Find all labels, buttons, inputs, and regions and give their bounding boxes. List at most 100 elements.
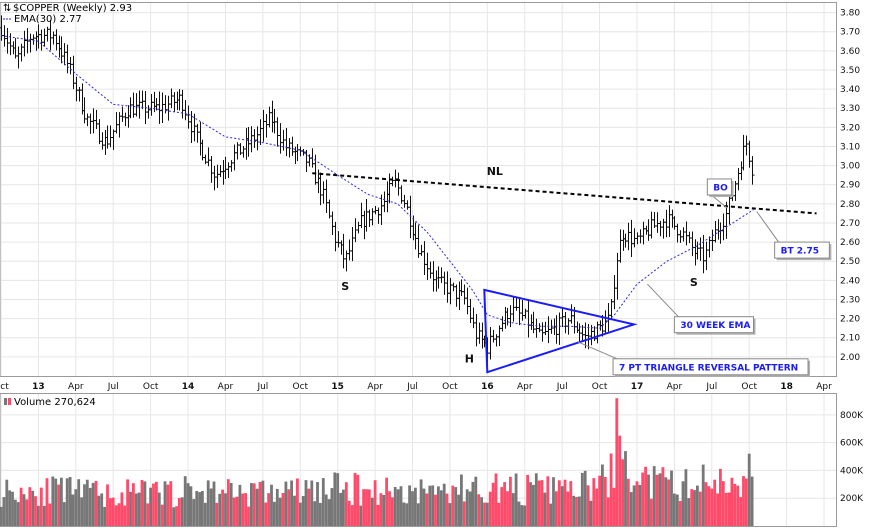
volume-bar bbox=[350, 505, 354, 526]
volume-bar bbox=[273, 501, 276, 526]
volume-bar bbox=[342, 489, 345, 526]
callout-pointer bbox=[756, 211, 780, 243]
volume-bar bbox=[14, 499, 17, 526]
volume-bar bbox=[370, 497, 374, 526]
callout-text: 30 WEEK EMA bbox=[680, 321, 750, 331]
volume-bar bbox=[439, 490, 443, 526]
volume-bar bbox=[226, 479, 230, 526]
price-y-tick-label: 2.20 bbox=[840, 315, 860, 325]
volume-bar bbox=[465, 489, 469, 526]
volume-bar bbox=[506, 491, 509, 526]
volume-bar bbox=[221, 489, 224, 526]
volume-bar bbox=[298, 502, 302, 526]
volume-bar bbox=[178, 498, 181, 526]
volume-bar bbox=[54, 478, 58, 526]
volume-bar bbox=[140, 480, 144, 526]
callout: 7 PT TRIANGLE REVERSAL PATTERN bbox=[576, 341, 811, 377]
price-legend: ⇅ $COPPER (Weekly) 2.93 EMA(30) 2.77 bbox=[3, 3, 132, 25]
volume-bar bbox=[399, 486, 403, 526]
volume-bar bbox=[270, 484, 273, 526]
volume-bar bbox=[667, 479, 670, 526]
volume-bar bbox=[68, 477, 72, 526]
callout-box bbox=[706, 178, 733, 196]
volume-bar bbox=[152, 483, 155, 526]
volume-bar bbox=[0, 506, 3, 526]
volume-bar bbox=[85, 479, 89, 526]
volume-y-tick-label: 200K bbox=[840, 494, 864, 504]
volume-bar bbox=[359, 505, 363, 526]
volume-bar bbox=[494, 473, 498, 526]
triangle-pattern bbox=[483, 288, 638, 374]
volume-bar bbox=[638, 485, 642, 526]
volume-bar bbox=[744, 478, 748, 526]
volume-bar bbox=[169, 481, 173, 526]
x-tick-label: Oct bbox=[741, 382, 757, 392]
price-y-tick-label: 2.00 bbox=[840, 353, 860, 363]
volume-bar bbox=[198, 492, 201, 526]
volume-bar bbox=[218, 493, 222, 526]
volume-bar bbox=[448, 503, 452, 526]
volume-bar bbox=[517, 501, 521, 526]
x-tick-label: Apr bbox=[367, 382, 383, 392]
x-tick-label: Apr bbox=[517, 382, 533, 392]
x-tick-label: Jul bbox=[107, 382, 119, 392]
volume-bar bbox=[385, 477, 388, 526]
volume-bar bbox=[111, 497, 115, 526]
volume-bar bbox=[132, 483, 135, 526]
volume-y-tick-label: 800K bbox=[840, 411, 864, 421]
volume-bar bbox=[503, 482, 506, 526]
volume-bar bbox=[166, 484, 170, 526]
volume-bar bbox=[719, 468, 722, 526]
price-y-tick-label: 2.40 bbox=[840, 276, 860, 286]
legend-ema-label: EMA(30) 2.77 bbox=[14, 14, 82, 25]
volume-bar bbox=[241, 493, 245, 526]
price-y-tick-label: 3.00 bbox=[840, 162, 860, 172]
volume-bar bbox=[123, 505, 127, 526]
volume-bar bbox=[532, 484, 535, 526]
volume-bar bbox=[324, 494, 328, 526]
volume-bar bbox=[419, 479, 423, 526]
volume-bar bbox=[396, 489, 400, 526]
volume-bar bbox=[566, 491, 570, 526]
callout-box bbox=[774, 241, 830, 259]
pattern-label: S bbox=[690, 276, 698, 289]
volume-bar bbox=[356, 474, 360, 526]
volume-bar bbox=[157, 492, 161, 526]
volume-bar bbox=[457, 494, 460, 526]
volume-bar bbox=[201, 491, 204, 526]
volume-bar bbox=[621, 459, 624, 526]
volume-bar bbox=[80, 497, 83, 526]
volume-bar bbox=[333, 472, 337, 526]
volume-bar bbox=[460, 474, 463, 526]
volume-legend-swatch-down bbox=[4, 398, 7, 405]
volume-bar bbox=[238, 484, 242, 526]
volume-bar bbox=[687, 498, 691, 526]
volume-bar bbox=[618, 435, 622, 526]
volume-bar bbox=[310, 480, 314, 526]
volume-bar bbox=[529, 482, 532, 526]
price-y-tick-label: 2.70 bbox=[840, 219, 860, 229]
callout-pointer bbox=[647, 283, 679, 318]
volume-bar bbox=[431, 485, 435, 526]
volume-bar bbox=[65, 478, 69, 526]
volume-bar bbox=[543, 492, 547, 526]
volume-bar bbox=[31, 490, 35, 526]
volume-bar bbox=[22, 494, 26, 526]
volume-bar bbox=[549, 503, 552, 526]
volume-bar bbox=[690, 489, 694, 526]
callout-text: BO bbox=[713, 183, 728, 193]
x-tick-label: 15 bbox=[331, 382, 344, 392]
volume-y-tick-label: 400K bbox=[840, 466, 864, 476]
x-tick-label: Jul bbox=[705, 382, 717, 392]
volume-bar bbox=[468, 491, 472, 526]
x-tick-label: Jul bbox=[556, 382, 568, 392]
volume-bar bbox=[560, 486, 564, 526]
volume-bar bbox=[632, 485, 636, 526]
x-tick-label: Apr bbox=[218, 382, 234, 392]
volume-bar bbox=[137, 492, 141, 526]
volume-bar bbox=[16, 502, 20, 526]
x-tick-label: Oct bbox=[143, 382, 159, 392]
volume-bar bbox=[391, 497, 394, 526]
volume-bar bbox=[509, 476, 512, 526]
